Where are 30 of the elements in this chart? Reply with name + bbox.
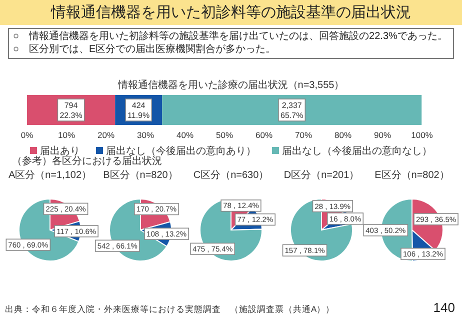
chart-title: D区分（n=201） — [284, 169, 360, 181]
text: 140 — [433, 300, 455, 315]
text: ○ 情報通信機器を用いた初診料等の施設基準を届け出ていたのは、回答施設の22.3%であった。 — [13, 31, 448, 44]
x-tick-label: 100% — [411, 130, 434, 140]
legend-label: 届出なし（今後届出の意向なし） — [282, 145, 432, 157]
data-label: 2,337 65.7% — [280, 100, 304, 120]
x-tick-label: 10% — [58, 130, 76, 140]
chart-title: E区分（n=802） — [374, 169, 450, 181]
chart-title: A区分（n=1,102） — [8, 169, 92, 181]
source-note: 出典：令和６年度入院・外来医療等における実態調査 （施設調査票（共通A）） — [5, 304, 335, 314]
text: 情報通信機器を用いた初診料等の施設基準の届出状況 — [0, 0, 462, 25]
x-tick-label: 90% — [374, 130, 392, 140]
text: ○ 区分別では、E区分での届出医療機関割合が多かった。 — [13, 44, 277, 56]
x-tick-label: 80% — [334, 130, 352, 140]
bar — [162, 95, 422, 125]
chart-title: B区分（n=820） — [103, 169, 178, 181]
x-tick-label: 40% — [176, 130, 194, 140]
data-label: 794 22.3% — [60, 100, 82, 120]
data-label: 424 11.9% — [128, 100, 150, 120]
x-tick-label: 0% — [20, 130, 34, 140]
x-tick-label: 50% — [216, 130, 234, 140]
x-tick-label: 60% — [255, 130, 273, 140]
legend-label: 届出あり — [40, 145, 80, 157]
text: （参考）各区分における届出状況 — [12, 155, 162, 167]
legend-label: 届出なし（今後届出の意向あり） — [106, 145, 256, 157]
x-tick-label: 30% — [136, 130, 154, 140]
chart-title: 情報通信機器を用いた診療の届出状況（n=3,555） — [116, 79, 344, 91]
x-tick-label: 20% — [97, 130, 115, 140]
chart-title: C区分（n=630） — [193, 169, 269, 181]
x-tick-label: 70% — [294, 130, 312, 140]
